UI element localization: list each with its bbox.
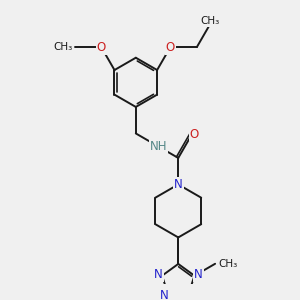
Text: O: O (97, 40, 106, 54)
Text: N: N (174, 178, 183, 191)
Text: CH₃: CH₃ (54, 42, 73, 52)
Text: O: O (166, 40, 175, 54)
Text: N: N (194, 268, 203, 281)
Text: N: N (154, 268, 163, 281)
Text: O: O (190, 128, 199, 141)
Text: NH: NH (150, 140, 167, 153)
Text: CH₃: CH₃ (218, 259, 237, 269)
Text: N: N (174, 178, 183, 191)
Text: CH₃: CH₃ (200, 16, 220, 26)
Text: N: N (160, 289, 169, 300)
